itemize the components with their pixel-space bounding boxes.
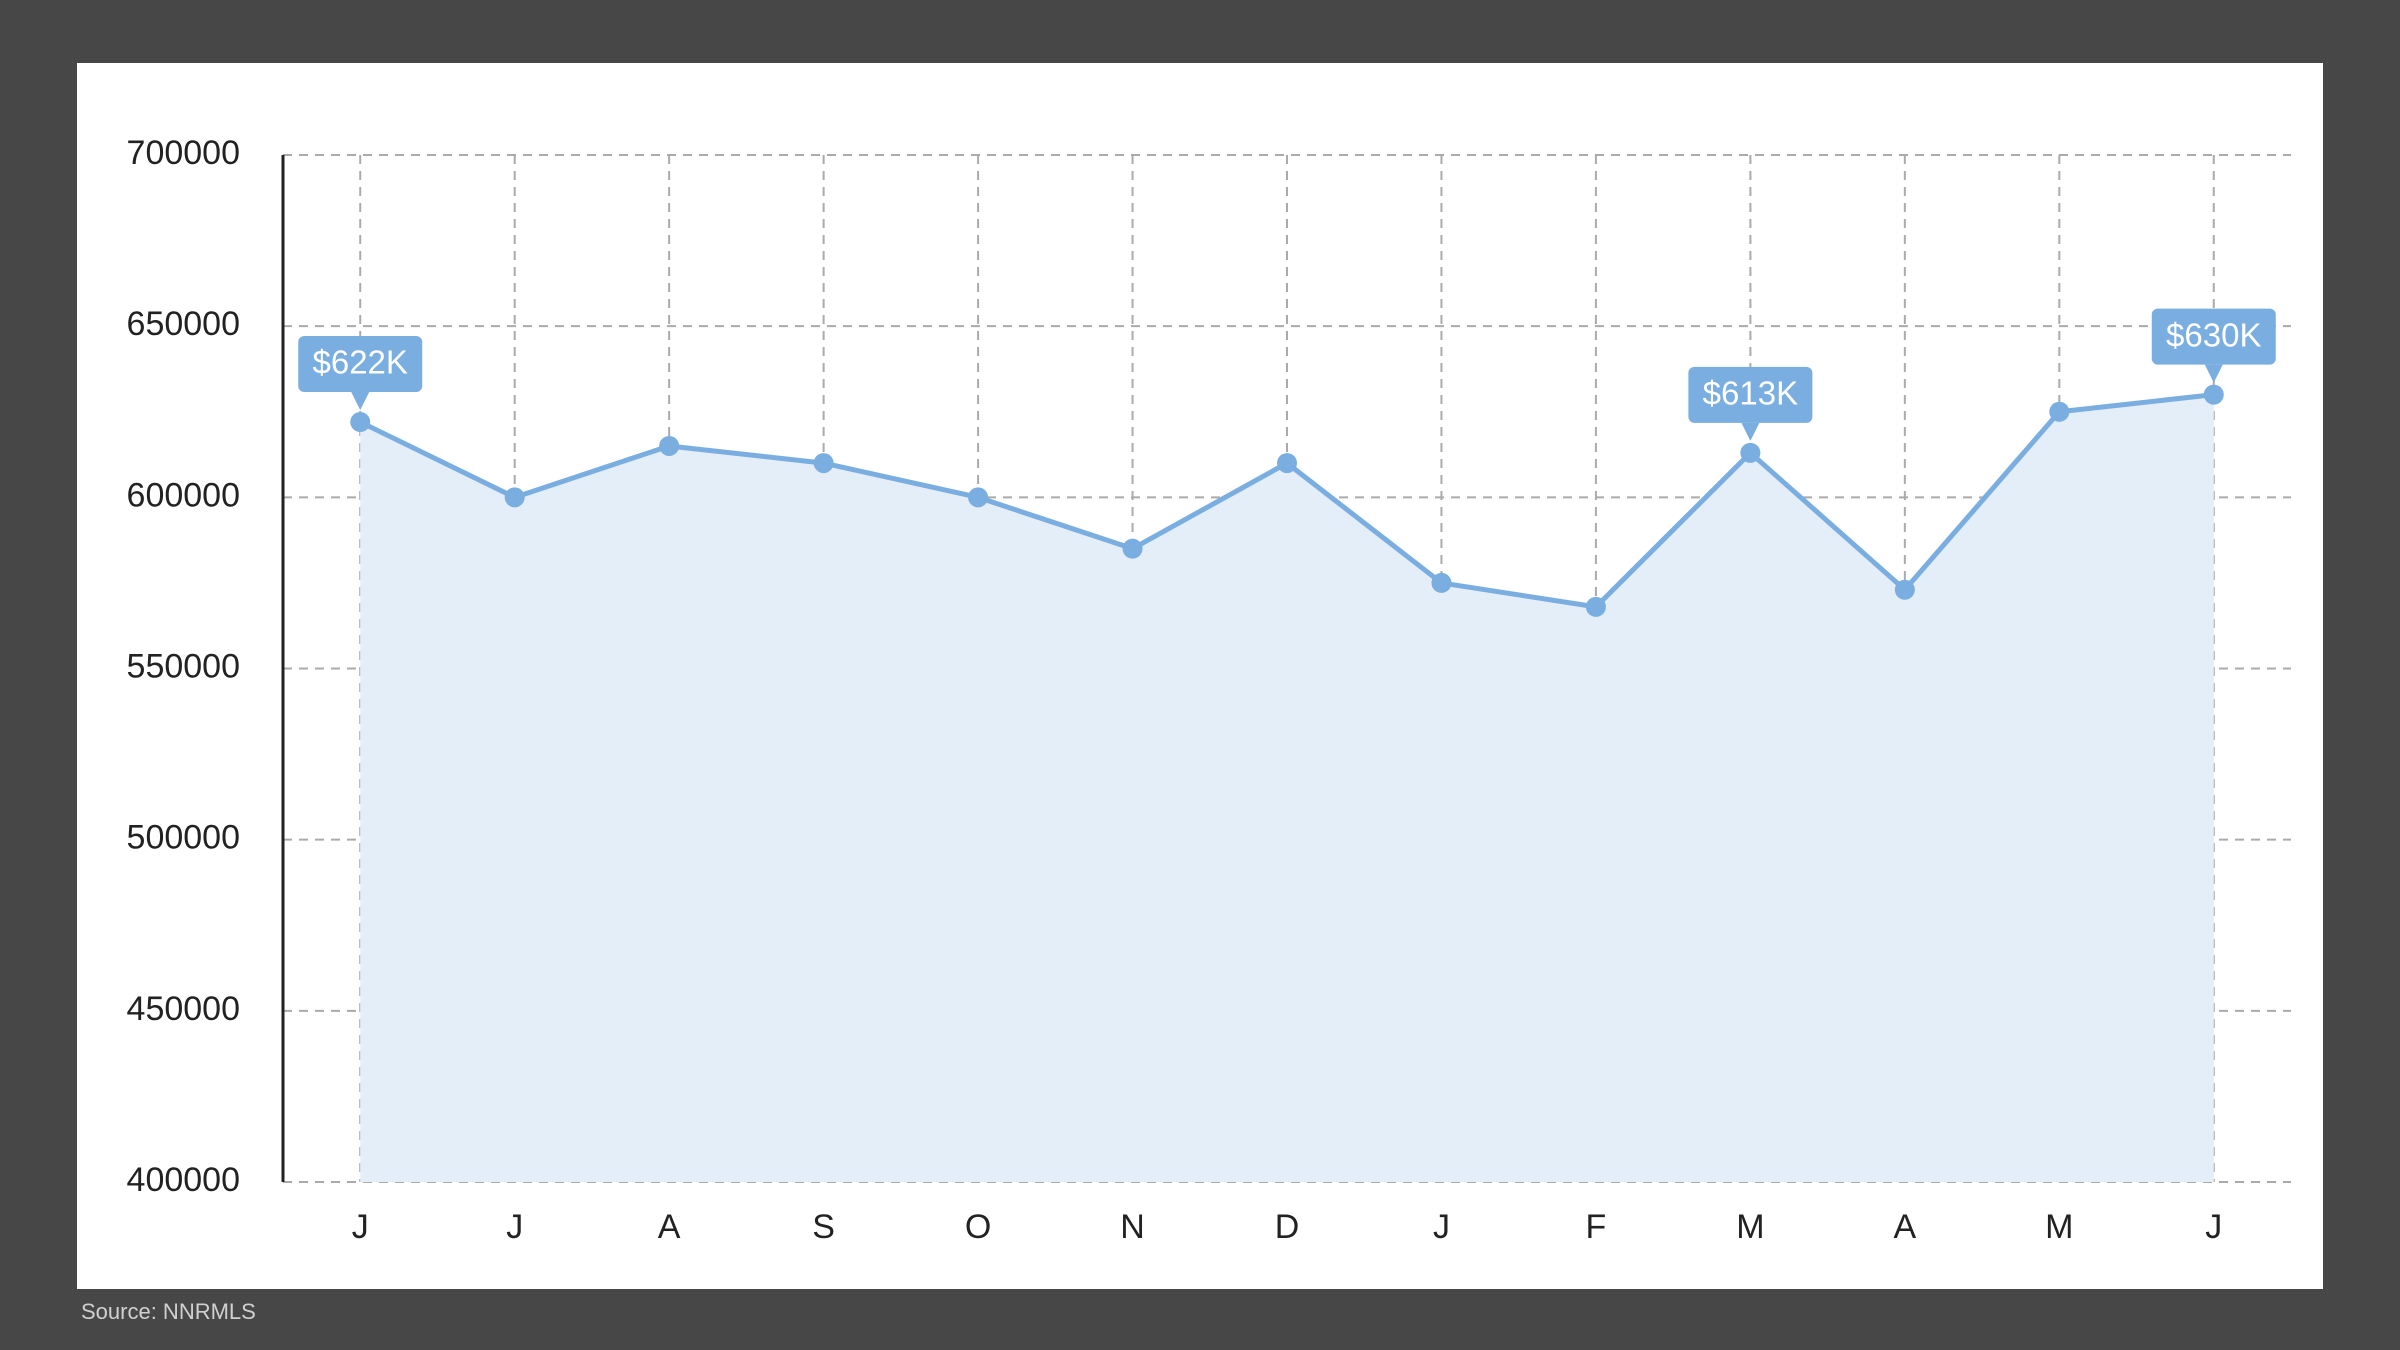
value-label: $630K	[2166, 316, 2261, 353]
x-tick-label: J	[2205, 1208, 2222, 1246]
point	[1122, 538, 1143, 559]
point	[813, 453, 834, 474]
point	[1894, 579, 1915, 600]
callout-box	[298, 336, 423, 393]
point	[968, 487, 989, 508]
callout-pointer	[1741, 422, 1760, 441]
point	[2203, 384, 2224, 405]
point	[659, 435, 680, 456]
x-tick-label: J	[1433, 1208, 1450, 1246]
x-tick-label: M	[1736, 1208, 1764, 1246]
point	[350, 412, 371, 433]
y-tick-label: 450000	[127, 990, 240, 1028]
x-tick-label: D	[1275, 1208, 1300, 1246]
callout-box	[2151, 308, 2276, 365]
callout-box	[1688, 366, 1813, 423]
x-tick-label: N	[1120, 1208, 1145, 1246]
x-tick-label: J	[352, 1208, 369, 1246]
x-tick-label: O	[965, 1208, 991, 1246]
y-tick-label: 500000	[127, 819, 240, 857]
source: Source: NNRMLS	[81, 1299, 256, 1324]
point	[504, 487, 525, 508]
x-tick-label: A	[1894, 1208, 1917, 1246]
y-tick-label: 700000	[127, 134, 240, 172]
x-tick-label: M	[2045, 1208, 2073, 1246]
point	[2049, 401, 2070, 422]
callout-pointer	[351, 392, 370, 411]
x-tick-label: F	[1586, 1208, 1607, 1246]
x-tick-label: S	[812, 1208, 835, 1246]
point	[1585, 596, 1606, 617]
point	[1431, 572, 1452, 593]
y-tick-label: 650000	[127, 305, 240, 343]
y-tick-label: 400000	[127, 1161, 240, 1199]
point	[1740, 442, 1761, 463]
value-label: $622K	[313, 344, 408, 381]
callout-pointer	[2204, 364, 2223, 383]
x-tick-label: J	[506, 1208, 523, 1246]
area	[360, 394, 2214, 1183]
x-tick-label: A	[658, 1208, 681, 1246]
value-label: $613K	[1703, 375, 1798, 412]
y-tick-label: 550000	[127, 647, 240, 685]
point	[1277, 453, 1297, 474]
y-tick-label: 600000	[127, 476, 240, 514]
